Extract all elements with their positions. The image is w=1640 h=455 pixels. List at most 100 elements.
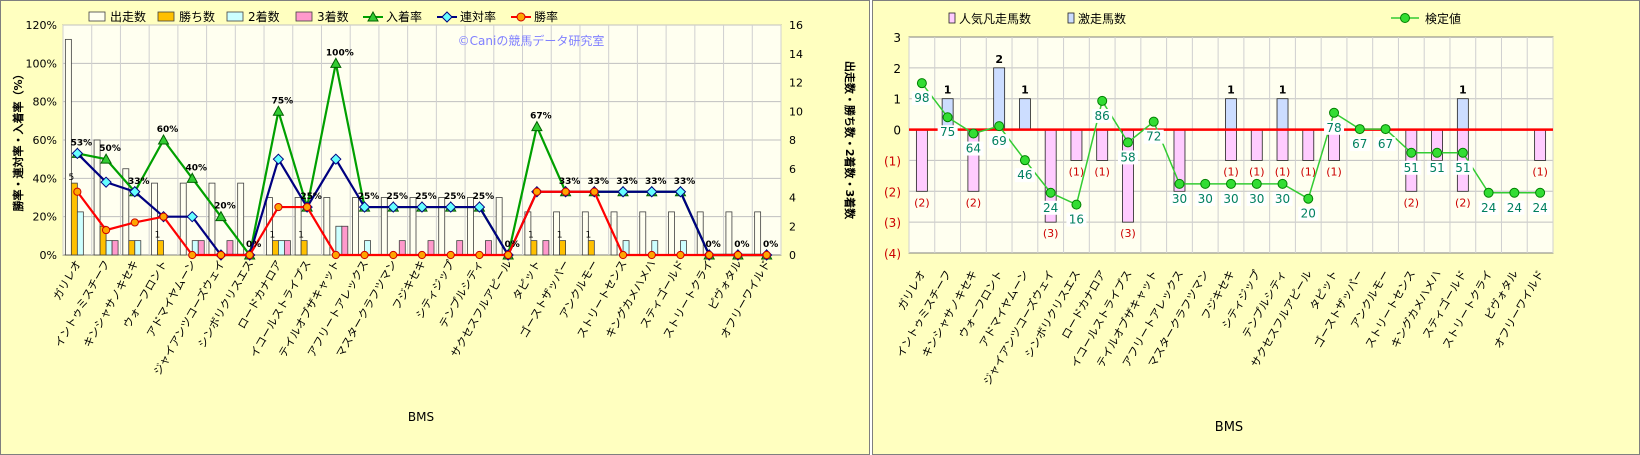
score-label: 69	[992, 134, 1007, 148]
point-勝率	[101, 225, 111, 235]
legend-item: 入着率	[363, 9, 422, 24]
score-label-group: 51	[1452, 160, 1473, 175]
y-tick-label: (3)	[884, 216, 901, 230]
score-label-group: 86	[1092, 108, 1113, 123]
bar-3着数	[456, 240, 464, 256]
point-勝率	[274, 202, 283, 212]
score-label: 24	[1043, 201, 1058, 215]
y-tick-label: 20%	[33, 211, 57, 224]
legend-marker	[367, 10, 379, 22]
percent-label: 33%	[616, 177, 638, 187]
bar-人気凡走馬数	[1096, 129, 1109, 161]
count-label: 1	[1021, 84, 1029, 97]
point-勝率	[504, 250, 513, 260]
y2-tick-label: 16	[789, 19, 803, 32]
score-label-group: 51	[1427, 160, 1448, 175]
bar-激走馬数	[1456, 98, 1469, 130]
negative-count-label: (1)	[1275, 165, 1291, 178]
score-label-group: 30	[1246, 191, 1267, 206]
y-tick-label: 40%	[33, 172, 57, 185]
point-連対率	[358, 201, 371, 213]
point-検定値	[1406, 147, 1417, 158]
percent-label: 0%	[505, 240, 520, 250]
y-tick-label: (4)	[884, 247, 901, 261]
score-label-bg	[1349, 137, 1370, 152]
bar-出走数	[495, 197, 503, 256]
bar-3着数	[485, 240, 492, 256]
point-勝率	[733, 250, 743, 260]
score-label: 24	[1481, 201, 1496, 215]
point-勝率	[303, 202, 312, 212]
bar-3着数	[111, 240, 119, 256]
percent-label: 53%	[71, 138, 93, 148]
bar-激走馬数	[1019, 98, 1031, 130]
bar-激走馬数	[1225, 98, 1237, 130]
count-label: 1	[1227, 84, 1235, 97]
count-label: 2	[995, 53, 1003, 66]
point-勝率	[561, 187, 570, 196]
percent-label: 33%	[559, 177, 581, 187]
point-連対率	[272, 153, 285, 165]
score-label-bg	[1040, 200, 1061, 215]
legend-label: 勝ち数	[179, 9, 215, 24]
y-tick-label: 1	[893, 93, 901, 107]
bar-2着数	[277, 240, 285, 256]
bar-出走数	[639, 211, 647, 256]
point-勝率	[532, 187, 541, 196]
legend-marker	[1400, 13, 1410, 23]
score-label-group: 64	[963, 141, 984, 156]
legend-item: 勝率	[511, 9, 558, 24]
point-勝率	[446, 250, 455, 260]
point-連対率	[445, 201, 457, 213]
bar-人気凡走馬数	[1276, 129, 1289, 161]
point-入着率	[215, 210, 227, 222]
bar-人気凡走馬数	[915, 129, 928, 192]
point-検定値	[968, 128, 979, 139]
bar-2着数	[76, 211, 84, 256]
percent-label: 25%	[358, 192, 380, 202]
score-label-bg	[1504, 200, 1525, 215]
bar-激走馬数	[993, 67, 1006, 130]
legend-swatch	[948, 12, 956, 24]
legend-item: 3着数	[295, 9, 349, 24]
legend-item: 2着数	[226, 9, 280, 24]
count-label: 1	[1459, 84, 1467, 97]
y2-axis-title: 出走数・勝ち数・2着数・3着数	[843, 61, 857, 220]
legend-item: 連対率	[437, 9, 496, 24]
point-検定値	[1329, 107, 1340, 118]
legend-item: 勝ち数	[157, 9, 215, 24]
percent-label: 0%	[734, 240, 749, 250]
negative-count-label: (2)	[1404, 196, 1420, 209]
point-検定値	[1483, 187, 1494, 198]
point-検定値	[1226, 178, 1236, 189]
point-検定値	[1432, 147, 1443, 158]
negative-count-label: (1)	[1300, 165, 1316, 178]
x-axis-title: BMS	[1215, 420, 1243, 435]
percent-label: 25%	[300, 192, 322, 202]
point-勝率	[676, 250, 685, 260]
point-入着率	[531, 120, 543, 132]
negative-count-label: (1)	[1326, 165, 1342, 178]
bar-出走数	[64, 38, 72, 256]
score-label-group: 67	[1375, 137, 1396, 152]
percent-label: 25%	[415, 192, 437, 202]
score-label: 51	[1455, 161, 1470, 175]
score-label-bg	[1452, 160, 1473, 175]
percent-label: 75%	[272, 96, 294, 106]
bar-人気凡走馬数	[967, 129, 980, 192]
score-label-bg	[1066, 212, 1087, 227]
point-入着率	[329, 57, 342, 68]
point-連対率	[646, 186, 658, 198]
score-label-bg	[1478, 200, 1499, 215]
count-label: 1	[155, 231, 161, 241]
point-勝率	[159, 212, 168, 221]
count-label: 1	[557, 231, 563, 241]
point-連対率	[330, 153, 342, 165]
watermark-text: ©Caniの競馬データ研究室	[458, 33, 605, 48]
legend-item: 激走馬数	[1067, 11, 1126, 26]
score-label-bg	[989, 134, 1010, 149]
y-tick-label: 120%	[26, 19, 57, 32]
point-入着率	[157, 133, 170, 145]
percent-label: 0%	[246, 240, 261, 250]
count-label: 1	[944, 84, 952, 97]
